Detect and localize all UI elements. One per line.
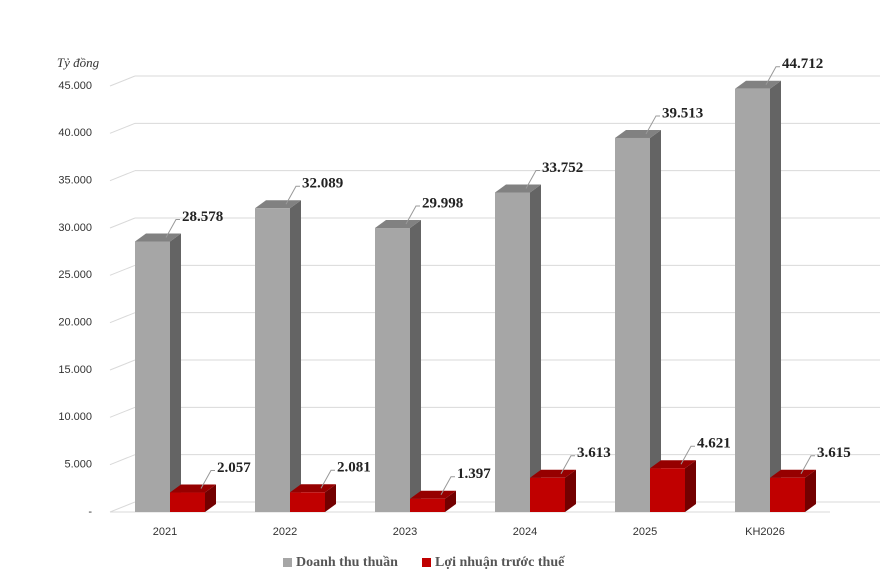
value-label: 28.578 [182,209,223,225]
value-label: 2.081 [337,460,371,476]
leader-line [285,185,300,205]
grid-line-side [109,454,136,466]
y-tick-label: 5.000 [64,459,92,471]
bar [735,88,770,512]
leader-line [165,218,180,238]
bar-side [445,490,456,512]
leader-line [560,455,575,475]
legend-label: Lợi nhuận trước thuế [435,555,565,570]
value-label: 4.621 [697,436,731,452]
y-tick-label: 10.000 [58,411,92,423]
x-tick-label: 2023 [393,526,417,538]
bar-side [325,484,336,512]
bar [410,498,445,512]
bar-side [290,200,301,513]
bar-side [170,233,181,512]
leader-line [645,115,660,135]
leader-line [765,66,780,85]
bar-top [255,200,301,209]
bar-side [805,469,816,512]
x-tick-label: KH2026 [745,526,785,538]
value-label: 3.615 [817,445,851,461]
bar-top [735,80,781,89]
legend-swatch [283,558,292,567]
grid-line-side [109,406,136,418]
value-label: 29.998 [422,195,463,211]
grid-line-side [109,359,136,371]
bar [770,477,805,512]
bar-side [685,460,696,512]
grid-line-side [109,501,136,513]
value-label: 44.712 [782,56,823,72]
bar-side [650,129,661,512]
grid-line-side [109,75,136,87]
x-tick-label: 2025 [633,526,657,538]
bar-top [650,460,696,469]
bar-side [410,220,421,513]
bar-top [770,469,816,478]
bar [170,492,205,512]
bar [290,492,325,512]
leader-line [800,455,815,475]
value-label: 39.513 [662,105,703,121]
bar [615,137,650,512]
y-tick-label: - [88,506,92,518]
y-tick-label: 40.000 [58,127,92,139]
leader-line [680,445,695,465]
bar-side [565,469,576,512]
value-label: 3.613 [577,445,611,461]
value-label: 1.397 [457,466,491,482]
y-tick-label: 35.000 [58,175,92,187]
legend-label: Doanh thu thuần [296,555,398,570]
y-tick-label: 20.000 [58,317,92,329]
leader-line [405,205,420,225]
bar-side [530,184,541,512]
grid-line-side [109,312,136,324]
leader-line [200,470,215,489]
y-axis-label: Tỷ đồng [57,55,100,70]
bar-side [205,484,216,512]
bar-top [495,184,541,193]
leader-line [525,169,540,189]
grid-line-side [109,170,136,182]
leader-line [440,476,455,496]
value-label: 2.057 [217,460,251,476]
bar-side [770,80,781,512]
bar [135,241,170,512]
bar-top [290,484,336,493]
grid-line-side [109,122,136,134]
y-tick-label: 45.000 [58,80,92,92]
bar-top [615,129,661,138]
value-label: 33.752 [542,160,583,176]
bar [375,228,410,513]
bar [495,192,530,512]
x-tick-label: 2022 [273,526,297,538]
x-tick-label: 2024 [513,526,537,538]
grid-line-side [109,217,136,229]
y-tick-label: 25.000 [58,269,92,281]
bar-top [530,469,576,478]
leader-line [320,469,335,489]
value-label: 32.089 [302,176,343,192]
bar-top [170,484,216,493]
bar [650,468,685,512]
grid-line-side [109,264,136,276]
bar-top [135,233,181,242]
y-tick-label: 15.000 [58,364,92,376]
bar-top [410,490,456,499]
bar [530,477,565,512]
y-tick-label: 30.000 [58,222,92,234]
bar-top [375,220,421,229]
bar [255,208,290,513]
x-tick-label: 2021 [153,526,177,538]
legend-swatch [422,558,431,567]
